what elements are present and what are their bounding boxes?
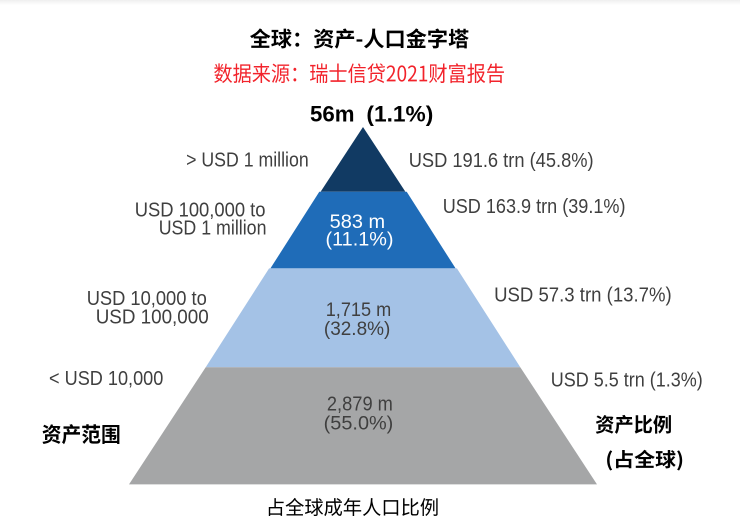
svg-text:2,879 m: 2,879 m bbox=[327, 394, 393, 416]
svg-text:USD 10,000 to: USD 10,000 to bbox=[87, 288, 207, 310]
svg-text:(11.1%): (11.1%) bbox=[326, 229, 394, 251]
svg-text:(55.0%): (55.0%) bbox=[324, 413, 394, 435]
svg-text:USD 57.3 trn (13.7%): USD 57.3 trn (13.7%) bbox=[494, 284, 672, 307]
svg-text:USD 5.5 trn (1.3%): USD 5.5 trn (1.3%) bbox=[551, 368, 703, 391]
svg-text:USD 191.6 trn (45.8%): USD 191.6 trn (45.8%) bbox=[409, 149, 594, 172]
svg-text:USD 1 million: USD 1 million bbox=[159, 217, 267, 239]
svg-text:(1.1%): (1.1%) bbox=[366, 102, 433, 127]
svg-text:(32.8%): (32.8%) bbox=[324, 318, 390, 340]
svg-text:56m: 56m bbox=[310, 102, 355, 127]
svg-text:USD 100,000 to: USD 100,000 to bbox=[135, 199, 266, 221]
svg-text:583 m: 583 m bbox=[330, 211, 385, 233]
svg-text:> USD 1 million: > USD 1 million bbox=[186, 149, 309, 171]
svg-text:USD 100,000: USD 100,000 bbox=[96, 306, 209, 328]
svg-text:< USD 10,000: < USD 10,000 bbox=[49, 368, 163, 390]
svg-text:1,715 m: 1,715 m bbox=[326, 299, 392, 321]
svg-text:USD 163.9 trn (39.1%): USD 163.9 trn (39.1%) bbox=[443, 195, 626, 218]
